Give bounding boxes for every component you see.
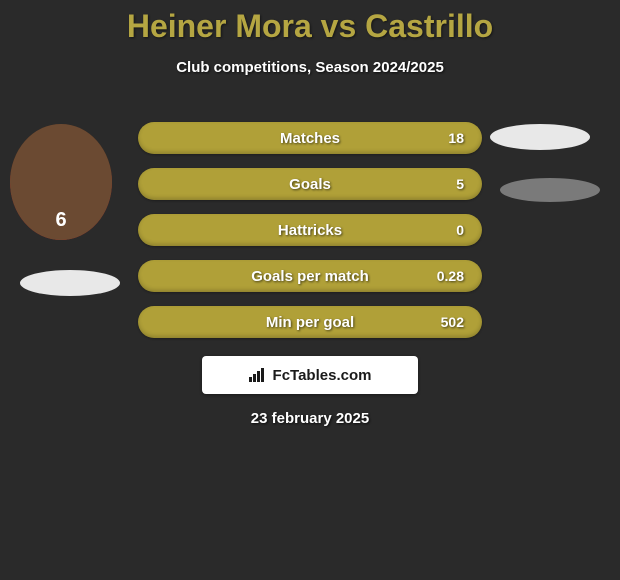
stat-value: 0 bbox=[456, 222, 464, 238]
chart-icon bbox=[249, 368, 267, 382]
stat-value: 502 bbox=[441, 314, 464, 330]
stat-value: 0.28 bbox=[437, 268, 464, 284]
stat-label: Matches bbox=[280, 130, 340, 147]
stat-label: Hattricks bbox=[278, 222, 342, 239]
stat-label: Goals per match bbox=[251, 268, 369, 285]
decor-ellipse-left bbox=[20, 270, 120, 296]
stat-label: Min per goal bbox=[266, 314, 354, 331]
stat-value: 5 bbox=[456, 176, 464, 192]
stat-bar-mpg: Min per goal 502 bbox=[138, 306, 482, 338]
branding-badge[interactable]: FcTables.com bbox=[202, 356, 418, 394]
jersey-number: 6 bbox=[55, 209, 66, 232]
stat-bar-gpm: Goals per match 0.28 bbox=[138, 260, 482, 292]
stats-bars: Matches 18 Goals 5 Hattricks 0 Goals per… bbox=[138, 122, 482, 352]
decor-ellipse-right-2 bbox=[500, 178, 600, 202]
avatar-image: 6 bbox=[10, 124, 112, 240]
decor-ellipse-right-1 bbox=[490, 124, 590, 150]
stat-label: Goals bbox=[289, 176, 331, 193]
player-avatar: 6 bbox=[10, 124, 112, 240]
stat-bar-hattricks: Hattricks 0 bbox=[138, 214, 482, 246]
branding-text: FcTables.com bbox=[273, 367, 372, 384]
stat-bar-matches: Matches 18 bbox=[138, 122, 482, 154]
subtitle: Club competitions, Season 2024/2025 bbox=[0, 59, 620, 76]
page-title: Heiner Mora vs Castrillo bbox=[0, 0, 620, 45]
stat-value: 18 bbox=[448, 130, 464, 146]
date-label: 23 february 2025 bbox=[0, 410, 620, 427]
stat-bar-goals: Goals 5 bbox=[138, 168, 482, 200]
